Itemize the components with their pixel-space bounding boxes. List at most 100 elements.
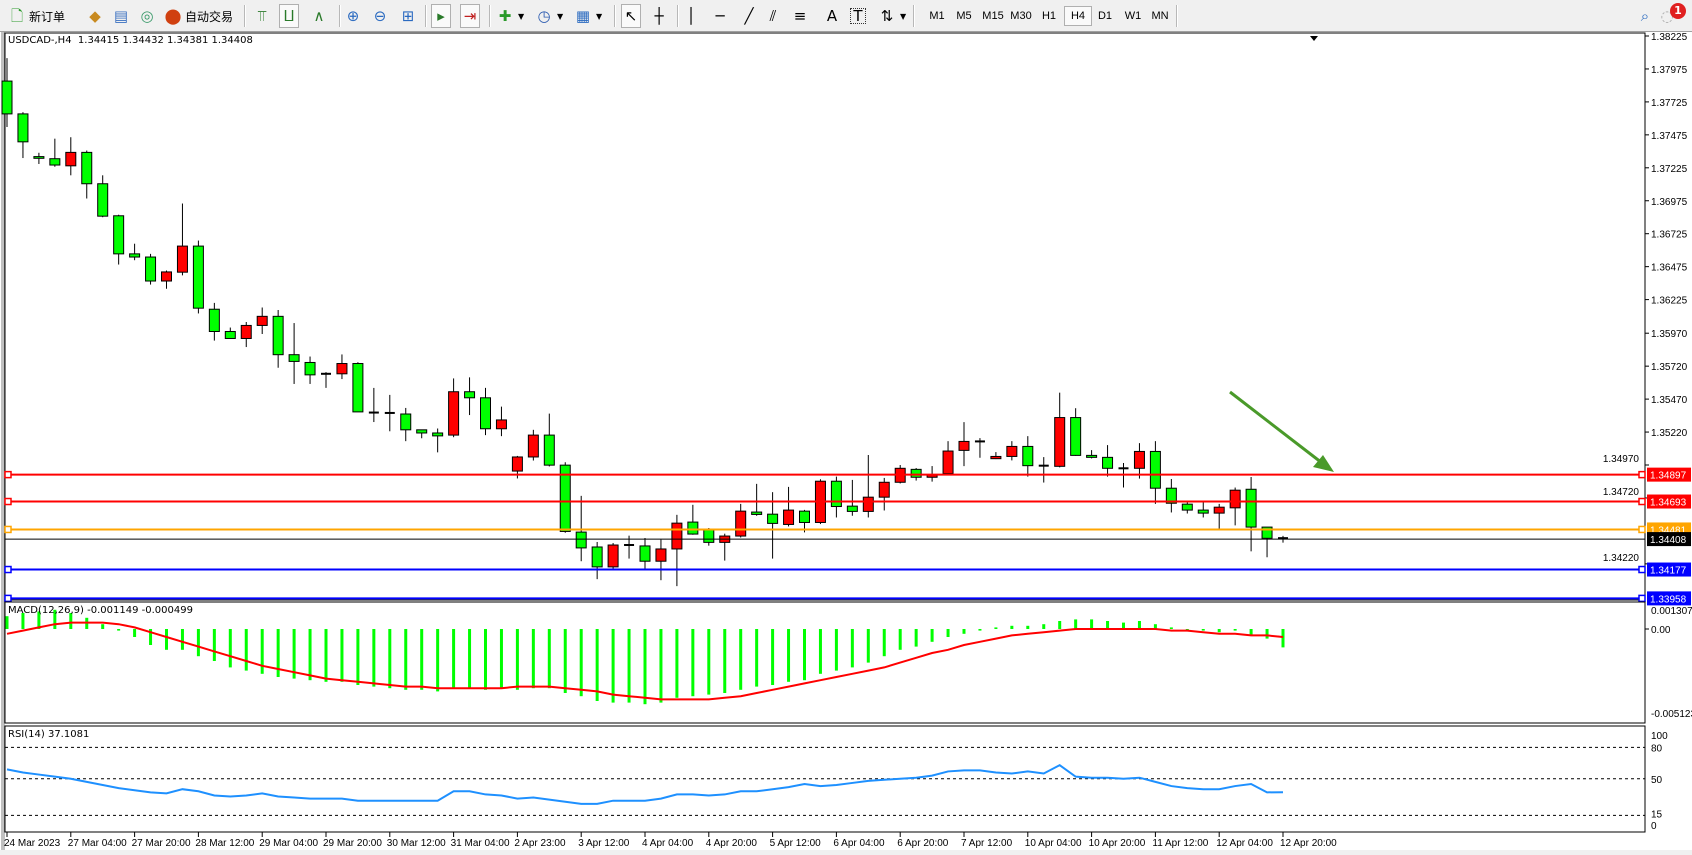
macd-histogram-bar: [1169, 627, 1173, 629]
timeframe-w1[interactable]: W1: [1124, 10, 1142, 22]
candle-bull: [176, 245, 188, 273]
zoom-out-button[interactable]: ⊖: [371, 5, 389, 27]
macd-histogram-bar: [914, 629, 918, 647]
rsi-level-label: 15: [1651, 809, 1663, 820]
candle-bear: [639, 545, 651, 562]
macd-histogram-bar: [1074, 619, 1078, 629]
templates-button[interactable]: ▦ ▼: [574, 5, 602, 27]
signals-button[interactable]: ◎: [138, 5, 156, 27]
separator: [339, 5, 341, 27]
macd-histogram-bar: [675, 629, 679, 698]
timeframe-m30[interactable]: M30: [1010, 10, 1032, 22]
horizontal-line-button[interactable]: ─: [711, 5, 729, 27]
candle-bear: [543, 434, 555, 466]
time-tick-label: 10 Apr 20:00: [1089, 838, 1146, 849]
timeframe-m1[interactable]: M1: [929, 10, 945, 22]
candle-bear: [1165, 487, 1177, 504]
templates-icon: ▦: [575, 7, 591, 25]
timeframe-h1[interactable]: H1: [1041, 10, 1057, 22]
time-tick-label: 29 Mar 04:00: [259, 838, 318, 849]
candle-bull: [990, 455, 1002, 460]
chart-window[interactable]: 1.38225 1.37975 1.37725 1.37475 1.37225 1.369…: [0, 32, 1692, 855]
macd-histogram-bar: [579, 629, 583, 697]
candle-bear: [145, 256, 157, 282]
vertical-line-button[interactable]: │: [682, 5, 700, 27]
zoom-in-button[interactable]: ⊕: [344, 5, 362, 27]
search-button[interactable]: ⌕: [1636, 5, 1654, 27]
price-label: 1.34408: [1650, 535, 1687, 546]
new-chart-button[interactable]: ✚ ▼: [496, 5, 524, 27]
time-tick-label: 28 Mar 12:00: [195, 838, 254, 849]
macd-histogram-bar: [1265, 629, 1269, 639]
separator: [913, 5, 915, 27]
macd-histogram-bar: [165, 629, 168, 650]
cursor-button[interactable]: ↖: [621, 4, 641, 28]
line-handle: [4, 565, 12, 574]
candle-bear: [1086, 454, 1098, 458]
price-tick-label: 1.36725: [1651, 230, 1688, 241]
macd-pane-border: [4, 601, 1646, 724]
macd-histogram-bar: [611, 629, 615, 703]
time-tick-label: 31 Mar 04:00: [451, 838, 510, 849]
macd-histogram-bar: [1122, 622, 1125, 629]
chart-shift-marker-icon: [1310, 36, 1318, 41]
timeframe-m15[interactable]: M15: [982, 10, 1004, 22]
price-tick-label: 1.34720: [1603, 487, 1640, 498]
new-order-button[interactable]: 🗋 新订单: [8, 5, 65, 27]
chart-shift-button[interactable]: ⇥: [460, 4, 480, 28]
navigator-button[interactable]: ▤: [112, 5, 130, 27]
text-label-button[interactable]: T: [850, 5, 866, 27]
candle-bear: [288, 354, 300, 362]
macd-pane: 0.001307 0.00 -0.005123: [4, 601, 1692, 724]
equidistant-channel-button[interactable]: ⫽: [764, 5, 782, 27]
macd-histogram-bar: [69, 613, 73, 629]
macd-histogram-bar: [499, 629, 503, 689]
fibonacci-icon: ≡: [793, 7, 807, 25]
crosshair-button[interactable]: ┼: [650, 5, 668, 27]
signals-icon: ◎: [140, 7, 154, 25]
market-watch-icon: ◆: [89, 7, 101, 25]
timeframe-d1[interactable]: D1: [1097, 10, 1113, 22]
arrows-button[interactable]: ⇅ ▼: [878, 5, 906, 27]
candle-bear: [400, 413, 412, 431]
candle-bear: [687, 521, 699, 535]
candle-bear: [81, 151, 93, 185]
macd-histogram-bar: [196, 629, 200, 657]
timeframe-m5[interactable]: M5: [956, 10, 972, 22]
macd-histogram-bar: [484, 629, 487, 690]
time-tick-label: 30 Mar 12:00: [387, 838, 446, 849]
macd-histogram-bar: [787, 629, 791, 682]
candle-bear: [1022, 445, 1034, 467]
chart-title: USDCAD-,H4 1.34415 1.34432 1.34381 1.344…: [8, 35, 253, 46]
candle-bull: [783, 509, 795, 525]
equidistant-channel-icon: ⫽: [769, 7, 777, 25]
macd-histogram-bar: [850, 629, 854, 668]
text-button[interactable]: A: [823, 5, 841, 27]
market-watch-button[interactable]: ◆: [86, 5, 104, 27]
trendline-button[interactable]: ╱: [740, 5, 758, 27]
tile-windows-button[interactable]: ⊞: [399, 5, 417, 27]
macd-histogram-bar: [1042, 624, 1046, 629]
macd-histogram-bar: [691, 629, 695, 697]
candlestick-button[interactable]: ⨿: [279, 4, 299, 28]
timeframe-mn[interactable]: MN: [1151, 10, 1169, 22]
macd-histogram-bar: [595, 629, 599, 701]
time-tick-label: 4 Apr 20:00: [706, 838, 758, 849]
line-chart-button[interactable]: ∧: [310, 5, 328, 27]
macd-histogram-bar: [324, 629, 328, 682]
auto-trading-icon: ⬤: [164, 7, 182, 25]
time-tick-label: 27 Mar 04:00: [68, 838, 127, 849]
bar-chart-button[interactable]: ⫪: [253, 5, 271, 27]
time-tick-label: 11 Apr 12:00: [1152, 838, 1208, 849]
notification-badge: 1: [1670, 3, 1686, 19]
periods-button[interactable]: ◷ ▼: [535, 5, 563, 27]
candle-bear: [480, 397, 491, 430]
timeframe-h4[interactable]: H4: [1064, 6, 1092, 26]
fibonacci-button[interactable]: ≡: [791, 5, 809, 27]
price-tick-label: 1.35220: [1651, 428, 1688, 439]
line-handle: [1638, 565, 1646, 574]
auto-trading-button[interactable]: ⬤ 自动交易: [164, 5, 233, 27]
macd-histogram-bar: [356, 629, 360, 685]
auto-scroll-button[interactable]: ▸: [431, 4, 451, 28]
macd-histogram-bar: [739, 629, 743, 690]
